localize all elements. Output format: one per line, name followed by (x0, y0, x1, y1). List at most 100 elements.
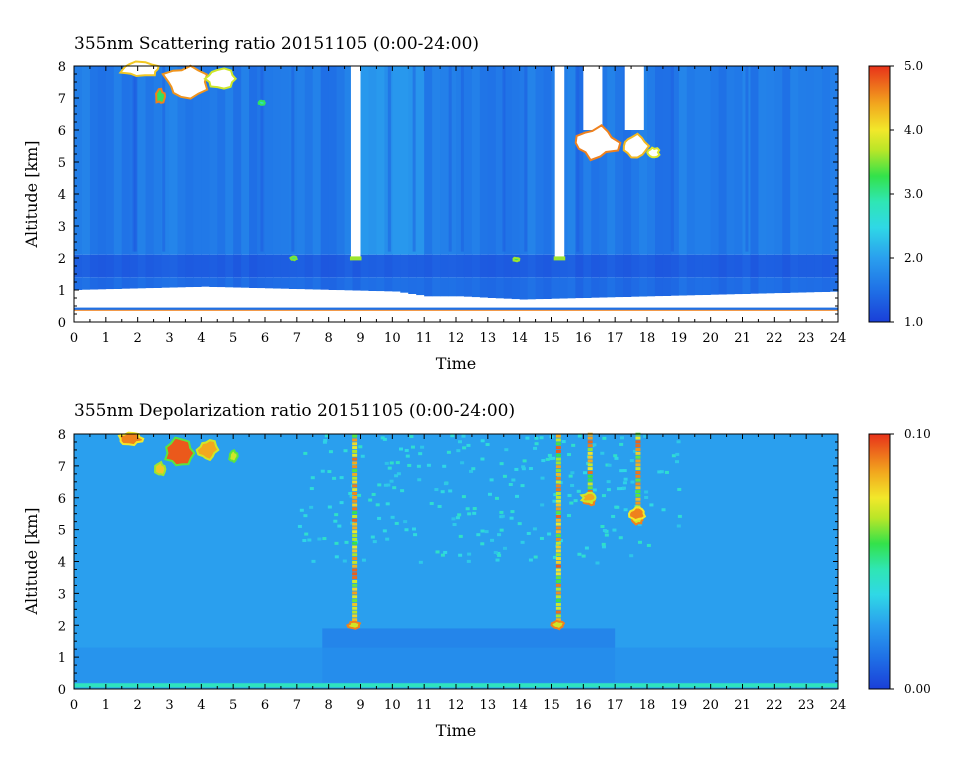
heatmap-cell (352, 254, 362, 278)
no-data-region (312, 289, 322, 308)
heatmap-cell (257, 254, 266, 278)
y-tick-label: 7 (58, 92, 66, 107)
heatmap-cell (344, 277, 354, 291)
precipitation-streak (635, 474, 641, 478)
no-data-region (456, 296, 465, 308)
noise-speckle (399, 447, 404, 451)
scattering-ratio-panel: 355nm Scattering ratio 20151105 (0:00-24… (22, 34, 923, 373)
noise-speckle (567, 493, 572, 497)
precipitation-streak (352, 503, 358, 507)
y-tick-label: 1 (58, 651, 66, 666)
precipitation-streak (352, 599, 358, 603)
axes: 0 1 2 3 4 5 6 7 8 9 10 11 12 13 14 15 16 17 18 19 20 21 22 23 24… (58, 60, 847, 346)
precipitation-streak (555, 530, 561, 534)
x-tick-label: 3 (165, 331, 173, 346)
no-data-region (678, 295, 688, 308)
no-data-region (368, 291, 378, 308)
noise-speckle (386, 483, 391, 487)
heatmap-cell (272, 66, 282, 255)
no-data-region (471, 297, 481, 308)
noise-speckle (573, 499, 578, 503)
noise-speckle (568, 474, 573, 478)
noise-speckle (494, 496, 499, 500)
cloud-patch (646, 146, 661, 159)
no-data-region (694, 295, 704, 308)
heatmap-cell (599, 277, 608, 298)
heatmap-cell (448, 254, 457, 278)
heatmap-cell (623, 277, 632, 297)
heatmap-cell (145, 254, 155, 278)
signal-streak (448, 66, 452, 252)
heatmap-cell (559, 254, 569, 278)
noise-speckle (389, 479, 394, 483)
y-tick-label: 8 (58, 60, 66, 75)
heatmap-cell (81, 66, 91, 255)
noise-speckle (675, 452, 680, 456)
precipitation-streak (352, 457, 358, 461)
noise-speckle (520, 484, 525, 488)
noise-speckle (377, 516, 382, 520)
heatmap-cell (519, 277, 529, 300)
heatmap-cell (726, 254, 736, 278)
heatmap-cell (193, 254, 202, 278)
no-data-region (583, 298, 592, 308)
precipitation-streak (352, 545, 358, 549)
noise-speckle (511, 478, 516, 482)
precipitation-streak (352, 549, 358, 553)
heatmap-cell (217, 66, 226, 255)
noise-speckle (395, 461, 400, 465)
y-axis-label: Altitude [km] (22, 140, 41, 248)
plot-area (74, 431, 838, 689)
heatmap-cell (814, 66, 823, 255)
noise-speckle (322, 440, 327, 444)
heatmap-cell (121, 66, 131, 255)
noise-speckle (619, 442, 624, 446)
precipitation-streak (555, 511, 561, 515)
precipitation-streak (587, 470, 593, 474)
noise-speckle (637, 540, 642, 544)
noise-speckle (337, 524, 342, 528)
heatmap-cell (662, 254, 672, 278)
no-data-region (360, 290, 370, 308)
y-axis-label: Altitude [km] (22, 507, 41, 615)
heatmap-cell (288, 66, 298, 255)
noise-speckle (357, 493, 362, 497)
precipitation-streak (352, 541, 358, 545)
x-tick-label: 10 (384, 698, 401, 713)
precipitation-streak (555, 434, 561, 438)
noise-speckle (465, 507, 470, 511)
noise-speckle (461, 495, 466, 499)
noise-speckle (600, 524, 605, 528)
no-data-region (599, 297, 608, 308)
precipitation-streak (635, 486, 641, 490)
heatmap-cell (129, 254, 139, 278)
y-tick-label: 0 (58, 683, 66, 698)
noise-speckle (497, 553, 502, 557)
heatmap-cell (750, 254, 760, 278)
x-tick-label: 4 (197, 331, 205, 346)
noise-speckle (592, 488, 597, 492)
heatmap-cell (137, 277, 147, 289)
precipitation-streak (635, 482, 641, 486)
heatmap-cell (654, 254, 664, 278)
noise-speckle (392, 486, 397, 490)
cloud-patch (346, 620, 362, 630)
precipitation-streak (352, 472, 358, 476)
precipitation-streak (635, 436, 641, 440)
precipitation-streak (352, 560, 358, 564)
heatmap-cell (288, 277, 298, 289)
ground-layer (74, 307, 838, 311)
no-data-region (814, 292, 823, 308)
heatmap-cell (535, 66, 545, 255)
heatmap-cell (615, 277, 624, 298)
heatmap-cell (209, 277, 218, 287)
heatmap-cell (440, 277, 449, 297)
noise-speckle (372, 540, 377, 544)
x-tick-label: 14 (511, 331, 528, 346)
no-data-region (352, 290, 362, 308)
heatmap-cell (790, 277, 799, 293)
noise-speckle (460, 461, 465, 465)
no-data-region (639, 296, 648, 308)
heatmap-cell (567, 277, 576, 299)
heatmap-cell (280, 66, 290, 255)
